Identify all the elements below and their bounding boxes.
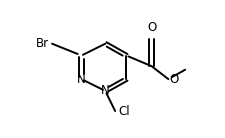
Text: Br: Br [36,37,49,50]
Text: N: N [77,73,86,86]
Text: N: N [101,84,109,97]
Text: O: O [169,73,178,86]
Text: Cl: Cl [117,104,129,118]
Text: O: O [146,21,155,34]
